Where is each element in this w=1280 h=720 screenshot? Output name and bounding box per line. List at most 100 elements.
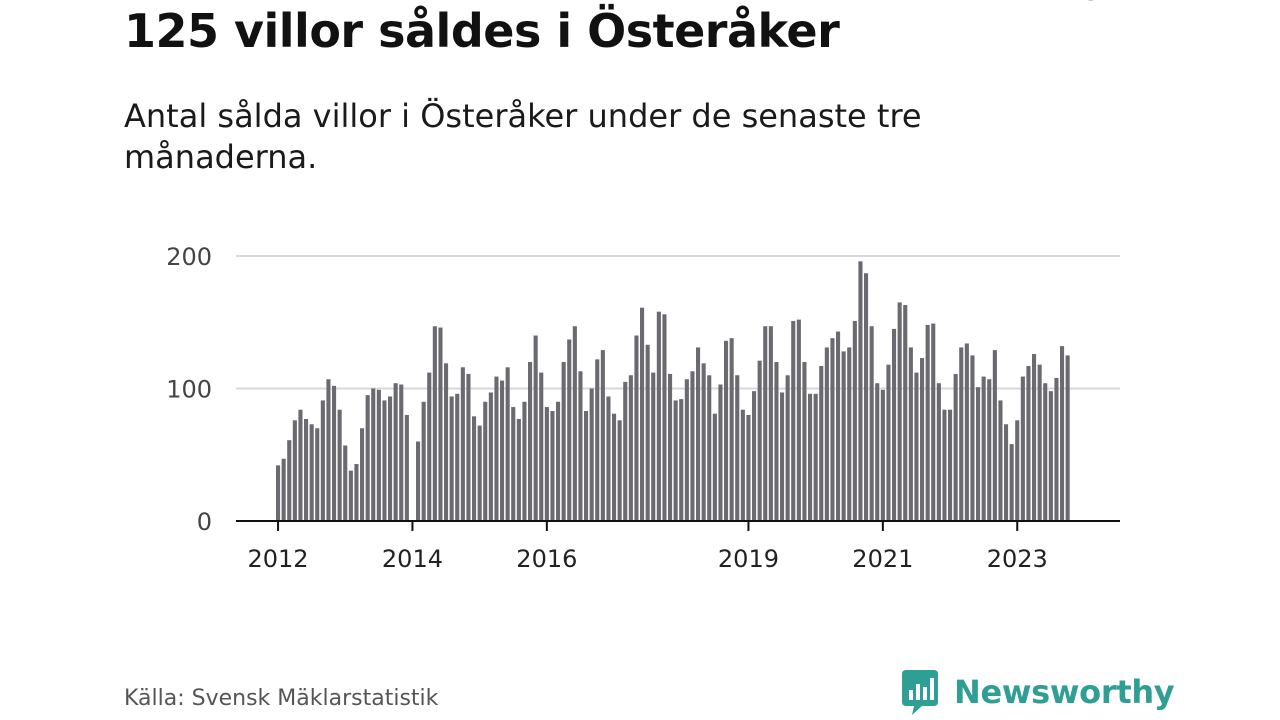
bar-34 bbox=[466, 373, 471, 521]
bar-61 bbox=[617, 420, 622, 521]
bar-77 bbox=[707, 375, 712, 521]
bar-65 bbox=[640, 307, 645, 521]
bar-134 bbox=[1026, 365, 1031, 521]
bar-59 bbox=[606, 396, 611, 521]
bar-58 bbox=[600, 350, 605, 521]
bar-135 bbox=[1032, 354, 1037, 521]
bar-90 bbox=[780, 392, 785, 521]
bar-54 bbox=[578, 371, 583, 521]
bar-chart: 0 100 200 125 2012 2014 2016 2019 2021 2023 bbox=[166, 0, 1120, 573]
bar-16 bbox=[365, 395, 370, 522]
bar-141 bbox=[1065, 355, 1070, 522]
bar-111 bbox=[897, 302, 902, 522]
bar-83 bbox=[740, 409, 745, 521]
bar-91 bbox=[785, 375, 790, 521]
brand-name: Newsworthy bbox=[954, 673, 1175, 711]
bar-41 bbox=[505, 367, 510, 521]
bar-70 bbox=[668, 373, 673, 521]
bar-40 bbox=[500, 380, 505, 521]
bar-57 bbox=[595, 359, 600, 521]
bar-50 bbox=[556, 401, 561, 521]
bar-93 bbox=[796, 319, 801, 521]
bar-11 bbox=[337, 409, 342, 521]
bar-2 bbox=[287, 440, 292, 521]
bar-101 bbox=[841, 351, 846, 521]
bar-7 bbox=[315, 428, 320, 521]
bar-106 bbox=[869, 326, 874, 521]
y-tick-label-100: 100 bbox=[166, 376, 212, 404]
bar-28 bbox=[432, 326, 437, 521]
chart-subtitle: Antal sålda villor i Österåker under de … bbox=[124, 97, 922, 176]
bar-64 bbox=[634, 335, 639, 521]
bar-140 bbox=[1060, 346, 1065, 521]
x-tick-label-2014: 2014 bbox=[382, 545, 443, 573]
bar-15 bbox=[360, 428, 365, 521]
bar-51 bbox=[561, 362, 566, 521]
axis-layer: 0 100 200 125 2012 2014 2016 2019 2021 2023 bbox=[166, 0, 1120, 573]
bar-108 bbox=[880, 389, 885, 521]
bar-85 bbox=[752, 391, 757, 521]
bar-56 bbox=[589, 388, 594, 521]
bar-120 bbox=[948, 409, 953, 521]
bar-27 bbox=[427, 372, 432, 521]
bar-38 bbox=[488, 392, 493, 521]
newsworthy-logo-icon bbox=[902, 670, 938, 715]
bar-73 bbox=[684, 379, 689, 521]
bar-47 bbox=[539, 372, 544, 521]
bar-131 bbox=[1009, 444, 1014, 521]
bar-52 bbox=[567, 339, 572, 521]
bar-109 bbox=[886, 364, 891, 521]
bar-127 bbox=[987, 379, 992, 521]
bar-137 bbox=[1043, 383, 1048, 521]
bar-19 bbox=[382, 400, 387, 521]
bar-13 bbox=[348, 470, 353, 521]
x-tick-label-2016: 2016 bbox=[516, 545, 577, 573]
bar-66 bbox=[645, 344, 650, 521]
bar-99 bbox=[830, 338, 835, 521]
bar-9 bbox=[326, 379, 331, 521]
bar-119 bbox=[942, 409, 947, 521]
bar-126 bbox=[981, 376, 986, 521]
bar-110 bbox=[892, 328, 897, 522]
bar-117 bbox=[931, 323, 936, 521]
bar-60 bbox=[612, 413, 617, 521]
bar-138 bbox=[1048, 391, 1053, 521]
bar-98 bbox=[824, 347, 829, 521]
bar-42 bbox=[511, 407, 516, 521]
bar-114 bbox=[914, 372, 919, 521]
bar-1 bbox=[281, 458, 286, 521]
brand-logo[interactable]: Newsworthy bbox=[900, 668, 1175, 716]
bar-71 bbox=[673, 400, 678, 521]
bar-69 bbox=[662, 314, 667, 521]
bar-55 bbox=[584, 411, 589, 521]
y-tick-label-200: 200 bbox=[166, 243, 212, 271]
latest-value-label: 125 bbox=[1054, 0, 1100, 6]
bar-67 bbox=[651, 372, 656, 521]
bar-79 bbox=[718, 384, 723, 521]
bar-30 bbox=[444, 363, 449, 521]
bar-12 bbox=[343, 445, 348, 521]
bar-133 bbox=[1020, 376, 1025, 521]
bar-14 bbox=[354, 464, 359, 521]
bar-136 bbox=[1037, 364, 1042, 521]
bar-43 bbox=[516, 418, 521, 521]
bar-124 bbox=[970, 355, 975, 522]
bar-3 bbox=[292, 420, 297, 521]
bar-63 bbox=[628, 375, 633, 521]
bar-121 bbox=[953, 373, 958, 521]
bar-95 bbox=[808, 393, 813, 521]
bar-5 bbox=[304, 418, 309, 521]
bar-122 bbox=[959, 347, 964, 521]
bar-103 bbox=[852, 320, 857, 521]
bar-94 bbox=[802, 362, 807, 521]
bar-33 bbox=[460, 367, 465, 521]
bar-20 bbox=[388, 396, 393, 521]
bar-128 bbox=[992, 350, 997, 521]
bar-89 bbox=[774, 362, 779, 521]
bar-97 bbox=[819, 365, 824, 521]
bar-37 bbox=[483, 401, 488, 521]
bar-44 bbox=[522, 401, 527, 521]
bar-39 bbox=[494, 376, 499, 521]
bar-22 bbox=[399, 384, 404, 521]
bar-86 bbox=[757, 360, 762, 521]
